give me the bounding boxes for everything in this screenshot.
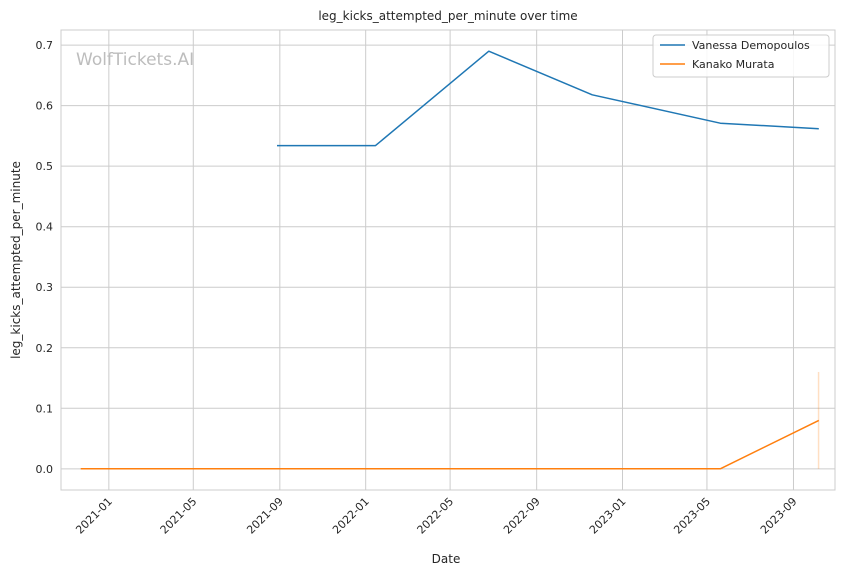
y-tick-label: 0.0 <box>36 463 54 476</box>
x-tick-labels: 2021-01 2021-05 2021-09 2022-01 2022-05 2022-… <box>73 495 799 537</box>
x-tick-label: 2022-05 <box>415 495 457 537</box>
series-line-1 <box>277 50 819 147</box>
watermark: WolfTickets.AI <box>76 50 194 70</box>
x-tick-label: 2022-01 <box>330 495 372 537</box>
x-axis-label: Date <box>432 552 461 566</box>
chart-title: leg_kicks_attempted_per_minute over time <box>318 9 577 23</box>
x-tick-label: 2022-09 <box>501 495 543 537</box>
x-tick-label: 2021-05 <box>158 495 200 537</box>
y-tick-labels: 0.0 0.1 0.2 0.3 0.4 0.5 0.6 0.7 <box>36 39 54 476</box>
plot-background <box>61 30 835 490</box>
grid-lines <box>61 30 835 490</box>
x-tick-label: 2023-01 <box>587 495 629 537</box>
y-tick-label: 0.4 <box>36 221 54 234</box>
x-tick-label: 2021-09 <box>244 495 286 537</box>
series-line-2 <box>80 419 820 470</box>
x-tick-label: 2021-01 <box>73 495 115 537</box>
y-axis-label: leg_kicks_attempted_per_minute <box>9 161 23 359</box>
y-tick-label: 0.2 <box>36 342 54 355</box>
legend: Vanessa Demopoulos Kanako Murata <box>652 34 830 78</box>
x-tick-label: 2023-05 <box>671 495 713 537</box>
x-tick-label: 2023-09 <box>758 495 800 537</box>
y-tick-label: 0.5 <box>36 160 54 173</box>
series-lines <box>80 50 820 470</box>
legend-box <box>652 34 830 78</box>
y-tick-label: 0.3 <box>36 281 54 294</box>
legend-label-kanako: Kanako Murata <box>692 58 774 71</box>
plot-frame <box>60 29 836 491</box>
y-tick-label: 0.7 <box>36 39 54 52</box>
y-tick-label: 0.1 <box>36 402 54 415</box>
y-tick-label: 0.6 <box>36 100 54 113</box>
legend-label-vanessa: Vanessa Demopoulos <box>692 39 810 52</box>
